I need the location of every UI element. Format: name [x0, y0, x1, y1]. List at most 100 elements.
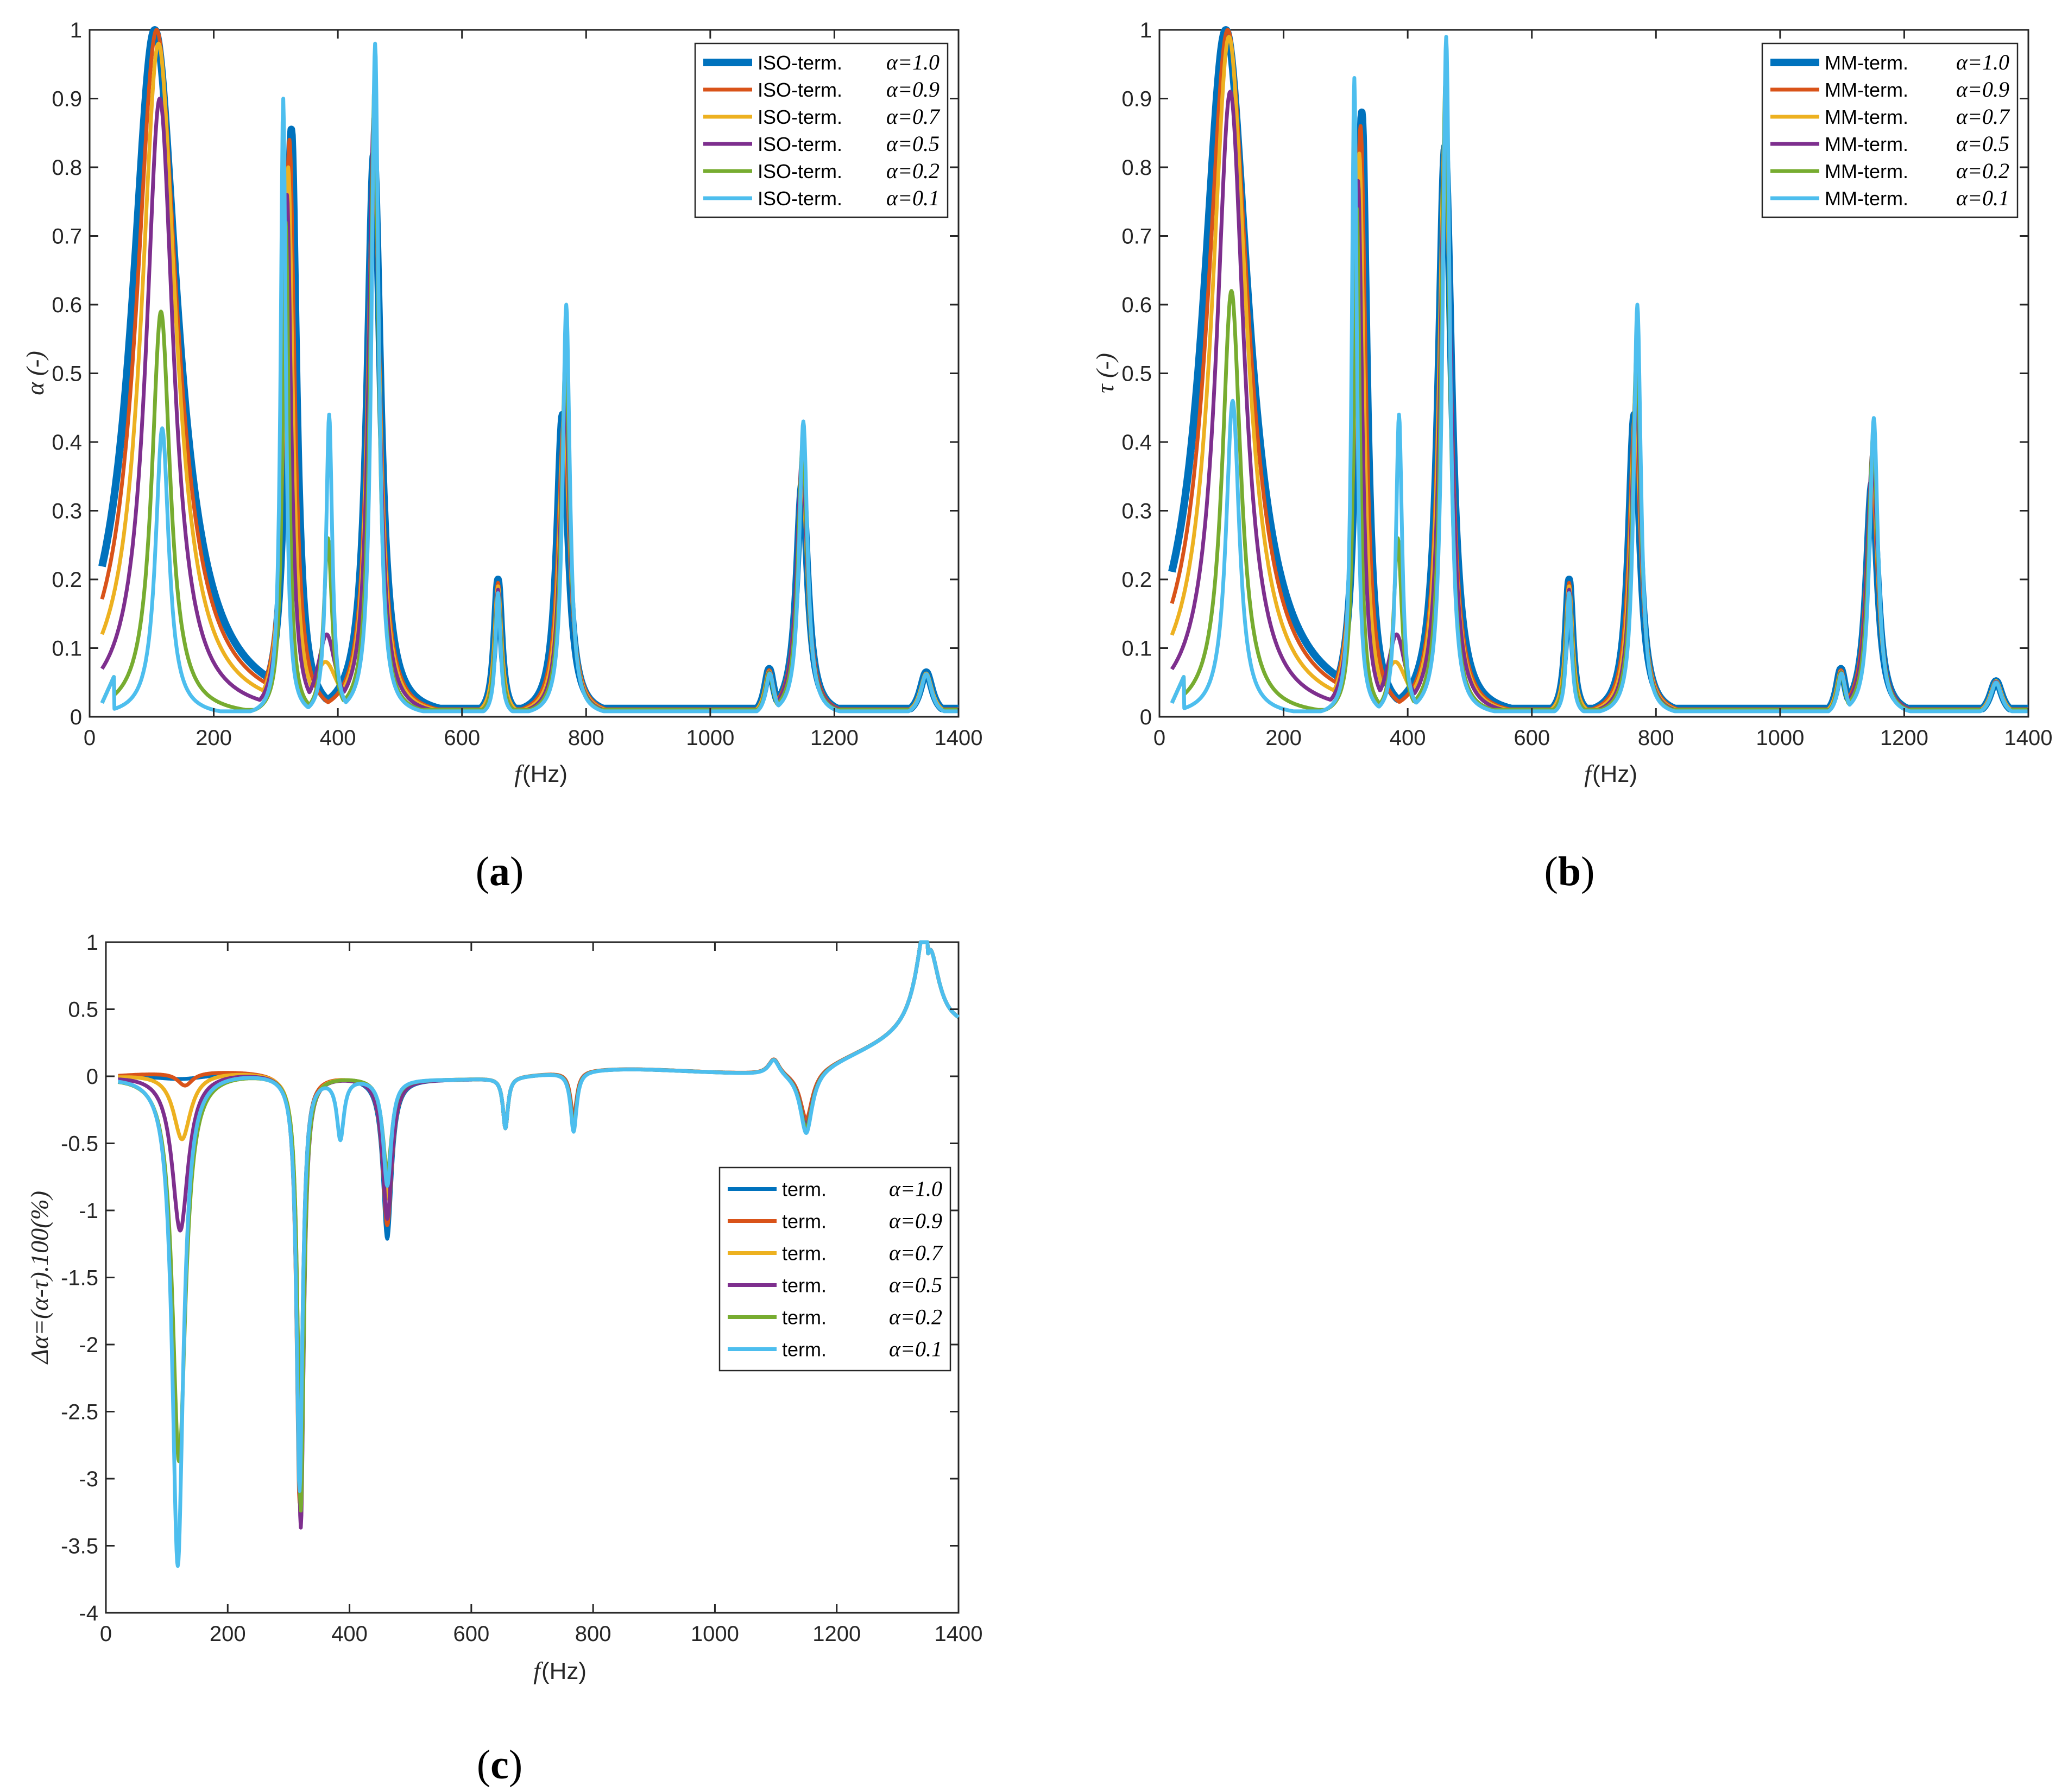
panel-a-series-lines [98, 26, 962, 714]
panel-c-ytick-label: -1.5 [61, 1266, 98, 1290]
panel-b-ytick-label: 0.5 [1121, 362, 1152, 386]
panel-b-legend-param: α=0.9 [1956, 77, 2009, 102]
panel-a: 0 200 400 600 800 1000 1200 1400 0 0.1 0.2 0.3 0.4 0… [21, 18, 982, 894]
panel-c-legend-name: term. [782, 1274, 827, 1297]
panel-b-xtick-label: 200 [1265, 726, 1302, 750]
panel-a-ylabel: α (-) [21, 351, 49, 395]
panel-c-ytick-label: -2 [79, 1333, 98, 1357]
panel-b-ytick-label: 1 [1140, 18, 1152, 42]
panel-a-legend-name: ISO-term. [758, 160, 842, 182]
panel-b-legend-param: α=0.2 [1956, 159, 2009, 183]
panel-b-xtick-label: 0 [1153, 726, 1165, 750]
panel-a-xtick-label: 800 [568, 726, 604, 750]
panel-a-ytick-label: 1 [70, 18, 82, 42]
panel-a-legend-param: α=0.1 [886, 186, 940, 210]
panel-a-xtick-label: 1200 [810, 726, 859, 750]
panel-b-ytick-label: 0 [1140, 705, 1152, 729]
panel-c-legend-name: term. [782, 1242, 827, 1265]
panel-a-xtick-label: 600 [444, 726, 480, 750]
panel-c-xtick-label: 600 [453, 1622, 489, 1646]
panel-c-legend-param: α=0.5 [889, 1273, 942, 1297]
panel-c-xtick-label: 0 [100, 1622, 112, 1646]
panel-b-legend-name: MM-term. [1825, 79, 1908, 101]
panel-b-xlabel-unit: (Hz) [1592, 761, 1637, 787]
panel-a-legend: ISO-term. α=1.0 ISO-term. α=0.9 ISO-term. α=0… [694, 42, 949, 218]
panel-c-ytick-label: -2.5 [61, 1400, 98, 1424]
panel-b-xtick-label: 600 [1514, 726, 1550, 750]
panel-a-series-line-6 [100, 41, 960, 714]
panel-a-legend-name: ISO-term. [758, 187, 842, 210]
panel-b-caption-letter: b [1558, 849, 1581, 894]
panel-b-ytick-label: 0.1 [1121, 637, 1152, 661]
panel-b-legend-param: α=1.0 [1956, 50, 2009, 74]
panel-b-ytick-label: 0.9 [1121, 87, 1152, 111]
panel-c-legend-box [718, 1166, 951, 1372]
panel-c-ytick-label: 1 [86, 931, 98, 955]
panel-b-legend-name: MM-term. [1825, 106, 1908, 128]
panel-c-legend-name: term. [782, 1339, 827, 1361]
panel-b: 0 200 400 600 800 1000 1200 1400 0 0.1 0.2 0.3 0.4 0… [1091, 18, 2052, 894]
panel-c-series-line-6 [117, 940, 960, 1568]
panel-a-caption: (a) [476, 849, 524, 894]
panel-c-ytick-label: -3.5 [61, 1535, 98, 1558]
panel-a-legend-param: α=0.5 [886, 131, 940, 156]
panel-c-legend-param: α=0.7 [889, 1241, 943, 1265]
panel-b-ylabel: τ (-) [1091, 353, 1119, 393]
panel-a-ytick-label: 0.6 [52, 293, 82, 317]
panel-c-ytick-label: -3 [79, 1467, 98, 1491]
panel-c-legend: term. α=1.0 term. α=0.9 term. α=0.7 term. α=0.5… [718, 1166, 951, 1372]
panel-a-xtick-label: 1000 [686, 726, 734, 750]
panel-b-legend-name: MM-term. [1825, 133, 1908, 155]
panel-b-xtick-label: 1200 [1880, 726, 1928, 750]
panel-c-caption-letter: c [490, 1742, 509, 1788]
panel-a-xtick-label: 400 [320, 726, 356, 750]
panel-a-xtick-label: 0 [84, 726, 96, 750]
panel-a-xlabel-unit: (Hz) [522, 761, 568, 787]
panel-b-ytick-label: 0.3 [1121, 500, 1152, 523]
panel-a-legend-name: ISO-term. [758, 79, 842, 101]
panel-a-legend-name: ISO-term. [758, 52, 842, 74]
panel-b-legend-name: MM-term. [1825, 187, 1908, 210]
panel-b-xtick-label: 1000 [1756, 726, 1804, 750]
panel-b-xtick-label: 400 [1390, 726, 1426, 750]
panel-a-ytick-label: 0.1 [52, 637, 82, 661]
panel-a-legend-param: α=0.9 [886, 77, 940, 102]
panel-c-ytick-label: -0.5 [61, 1132, 98, 1156]
panel-b-caption: (b) [1544, 849, 1595, 894]
panel-b-legend-param: α=0.7 [1956, 104, 2010, 129]
panel-c-legend-param: α=1.0 [889, 1177, 942, 1201]
panel-b-ytick-label: 0.2 [1121, 568, 1152, 592]
panel-a-ytick-label: 0.8 [52, 156, 82, 180]
panel-c-legend-name: term. [782, 1307, 827, 1329]
panel-a-legend-param: α=0.7 [886, 104, 941, 129]
panel-c-ytick-label: -4 [79, 1601, 98, 1625]
panel-b-ytick-label: 0.6 [1121, 293, 1152, 317]
panel-c-legend-param: α=0.2 [889, 1305, 942, 1329]
panel-c-legend-param: α=0.9 [889, 1209, 942, 1233]
panel-b-ytick-label: 0.7 [1121, 225, 1152, 249]
panel-c-xlabel-unit: (Hz) [541, 1658, 587, 1684]
panel-c-legend-name: term. [782, 1210, 827, 1233]
panel-a-legend-name: ISO-term. [758, 106, 842, 128]
panel-a-ytick-label: 0.4 [52, 431, 82, 455]
panel-c-legend-name: term. [782, 1178, 827, 1201]
panel-c-ytick-label: -1 [79, 1199, 98, 1223]
panel-c-ytick-label: 0 [86, 1065, 98, 1089]
panel-c-xtick-label: 1400 [935, 1622, 983, 1646]
panel-a-ytick-label: 0.5 [52, 362, 82, 386]
panel-c-xtick-label: 400 [331, 1622, 368, 1646]
panel-c-xtick-label: 800 [575, 1622, 611, 1646]
panel-b-legend-box [1761, 42, 2019, 218]
panel-b-legend: MM-term. α=1.0 MM-term. α=0.9 MM-term. α=0.7 M… [1761, 42, 2019, 218]
panel-b-ytick-label: 0.8 [1121, 156, 1152, 180]
panel-a-xtick-label: 1400 [935, 726, 983, 750]
panel-b-legend-name: MM-term. [1825, 52, 1908, 74]
panel-a-ytick-label: 0.3 [52, 500, 82, 523]
panel-b-xtick-label: 800 [1638, 726, 1674, 750]
panel-c: 0 200 400 600 800 1000 1200 1400 -4 -3.5 -3 -2.5 -2… [26, 931, 982, 1788]
panel-a-xtick-label: 200 [196, 726, 232, 750]
panel-a-ytick-label: 0.9 [52, 87, 82, 111]
panel-a-ytick-label: 0 [70, 705, 82, 729]
panel-b-ytick-label: 0.4 [1121, 431, 1152, 455]
